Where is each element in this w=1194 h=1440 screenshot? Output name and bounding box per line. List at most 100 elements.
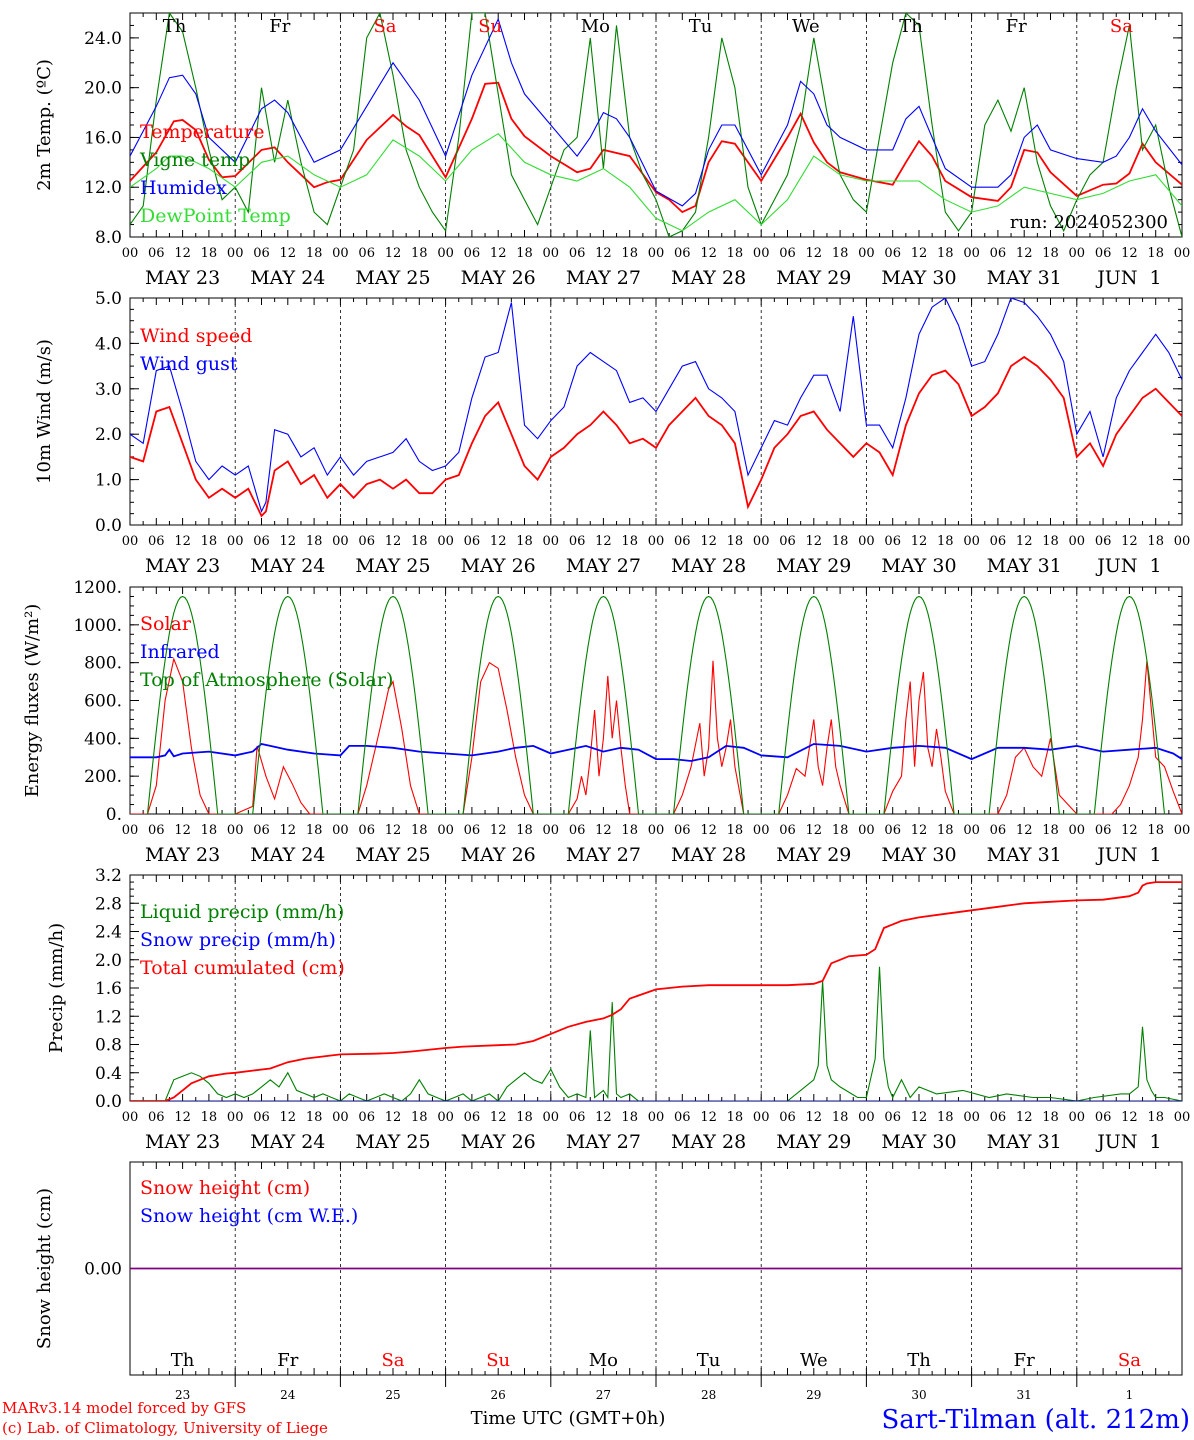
hour-tick-label: 12 — [174, 246, 191, 261]
legend-entry: Wind speed — [140, 325, 252, 347]
hour-tick-label: 18 — [306, 823, 323, 838]
hour-tick-label: 06 — [464, 1110, 481, 1125]
series-line-liquid-precip-mm-h- — [130, 966, 1182, 1101]
hour-tick-label: 00 — [122, 1110, 139, 1125]
legend-entry: Temperature — [140, 121, 264, 143]
hour-tick-label: 06 — [464, 534, 481, 549]
y-axis-title: Snow height (cm) — [34, 1188, 55, 1349]
hour-tick-label: 00 — [437, 534, 454, 549]
hour-tick-label: 00 — [122, 246, 139, 261]
hour-tick-label: 06 — [148, 823, 165, 838]
y-tick-label: 2.0 — [95, 951, 122, 971]
y-tick-label: 1.6 — [95, 979, 122, 999]
precip-panel: 0.0 0.4 0.8 1.2 1.6 2.0 2.4 2.8 3.2 Precip (mm/h)… — [46, 866, 1190, 1153]
hour-tick-label: 06 — [990, 1110, 1007, 1125]
date-label: MAY 29 — [776, 844, 851, 866]
weekday-label: Fr — [277, 1350, 298, 1371]
date-label: MAY 31 — [987, 1131, 1062, 1153]
hour-tick-label: 18 — [201, 823, 218, 838]
hour-tick-label: 00 — [227, 246, 244, 261]
hour-tick-label: 18 — [1147, 1110, 1164, 1125]
weekday-label: Sa — [1110, 16, 1133, 37]
weekday-label: Mo — [581, 16, 610, 37]
hour-ticks — [129, 1162, 1183, 1375]
hour-tick-label: 18 — [937, 534, 954, 549]
y-tick-label: 5.0 — [95, 289, 122, 309]
hour-tick-label: 18 — [306, 246, 323, 261]
weekday-label: Su — [486, 1350, 510, 1371]
hour-tick-label: 06 — [674, 1110, 691, 1125]
y-tick-label: 400. — [84, 729, 122, 749]
hour-tick-label: 00 — [753, 823, 770, 838]
date-label: MAY 26 — [461, 555, 536, 577]
date-label: MAY 27 — [566, 555, 641, 577]
y-tick-label: 800. — [84, 654, 122, 674]
y-axis-title: Energy fluxes (W/m²) — [22, 604, 43, 798]
hour-tick-label: 18 — [1042, 246, 1059, 261]
hour-tick-label: 00 — [858, 1110, 875, 1125]
legend-entry: Vigne temp — [139, 149, 250, 171]
hour-tick-label: 18 — [727, 534, 744, 549]
hour-tick-label: 00 — [648, 1110, 665, 1125]
series-line-infrared — [130, 743, 1182, 762]
hour-tick-label: 12 — [1016, 823, 1033, 838]
hour-tick-label: 12 — [911, 823, 928, 838]
hour-tick-label: 12 — [595, 246, 612, 261]
weekday-label: Tu — [697, 1350, 721, 1371]
hour-tick-label: 18 — [516, 823, 533, 838]
hour-tick-label: 00 — [1069, 246, 1086, 261]
hour-tick-label: 12 — [1121, 1110, 1138, 1125]
hour-tick-label: 06 — [884, 823, 901, 838]
hour-tick-label: 18 — [621, 534, 638, 549]
hour-tick-label: 00 — [332, 1110, 349, 1125]
hour-tick-label: 06 — [569, 1110, 586, 1125]
legend-entry: Snow height (cm) — [140, 1177, 310, 1199]
y-tick-label: 0.8 — [95, 1036, 122, 1056]
hour-tick-label: 06 — [464, 246, 481, 261]
date-label: MAY 28 — [671, 267, 746, 289]
hour-tick-label: 12 — [1121, 823, 1138, 838]
hour-tick-label: 18 — [832, 534, 849, 549]
hour-tick-label: 18 — [1042, 823, 1059, 838]
hour-tick-label: 00 — [1174, 1110, 1191, 1125]
y-axis-title: 10m Wind (m/s) — [34, 339, 55, 484]
hour-tick-label: 00 — [858, 534, 875, 549]
x-tick-labels: 00 06 12 18 00 06 12 18 00 06 12 18 00 06 12 18 00 06 12 18… — [122, 823, 1191, 866]
hour-tick-label: 00 — [332, 823, 349, 838]
hour-tick-label: 06 — [358, 534, 375, 549]
hour-tick-label: 00 — [1069, 1110, 1086, 1125]
hour-tick-label: 00 — [753, 1110, 770, 1125]
temp-panel: 8.0 12.0 16.0 20.0 24.0 2m Temp. (ºC) Temperat… — [34, 12, 1190, 289]
hour-tick-label: 00 — [963, 534, 980, 549]
legend-entry: Snow height (cm W.E.) — [140, 1205, 358, 1227]
hour-tick-label: 18 — [516, 246, 533, 261]
date-label: MAY 29 — [776, 267, 851, 289]
date-label: MAY 28 — [671, 844, 746, 866]
hour-tick-label: 18 — [727, 246, 744, 261]
weekday-label: Tu — [689, 16, 713, 37]
date-label: MAY 30 — [881, 1131, 956, 1153]
y-tick-label: 200. — [84, 767, 122, 787]
hour-tick-label: 12 — [280, 534, 297, 549]
hour-tick-label: 12 — [700, 534, 717, 549]
y-tick-label: 1000. — [73, 616, 122, 636]
date-label: MAY 31 — [987, 267, 1062, 289]
date-label: MAY 25 — [355, 555, 430, 577]
series-group — [130, 13, 1182, 237]
hour-tick-label: 12 — [490, 1110, 507, 1125]
series-line-total-cumulated-cm- — [130, 881, 1182, 1101]
series-line-temperature — [130, 81, 1182, 214]
hour-tick-label: 18 — [621, 823, 638, 838]
wind-panel: 0.0 1.0 2.0 3.0 4.0 5.0 10m Wind (m/s) Wind spe… — [34, 289, 1190, 577]
series-line-vigne-temp — [130, 13, 1182, 237]
weekday-label: Th — [907, 1350, 931, 1371]
y-tick-label: 0. — [106, 805, 122, 825]
hour-tick-label: 12 — [280, 1110, 297, 1125]
hour-tick-label: 00 — [437, 246, 454, 261]
hour-tick-label: 12 — [1016, 1110, 1033, 1125]
hour-tick-label: 18 — [516, 1110, 533, 1125]
hour-tick-label: 18 — [621, 246, 638, 261]
date-label: MAY 25 — [355, 1131, 430, 1153]
y-tick-label: 2.4 — [95, 923, 122, 943]
